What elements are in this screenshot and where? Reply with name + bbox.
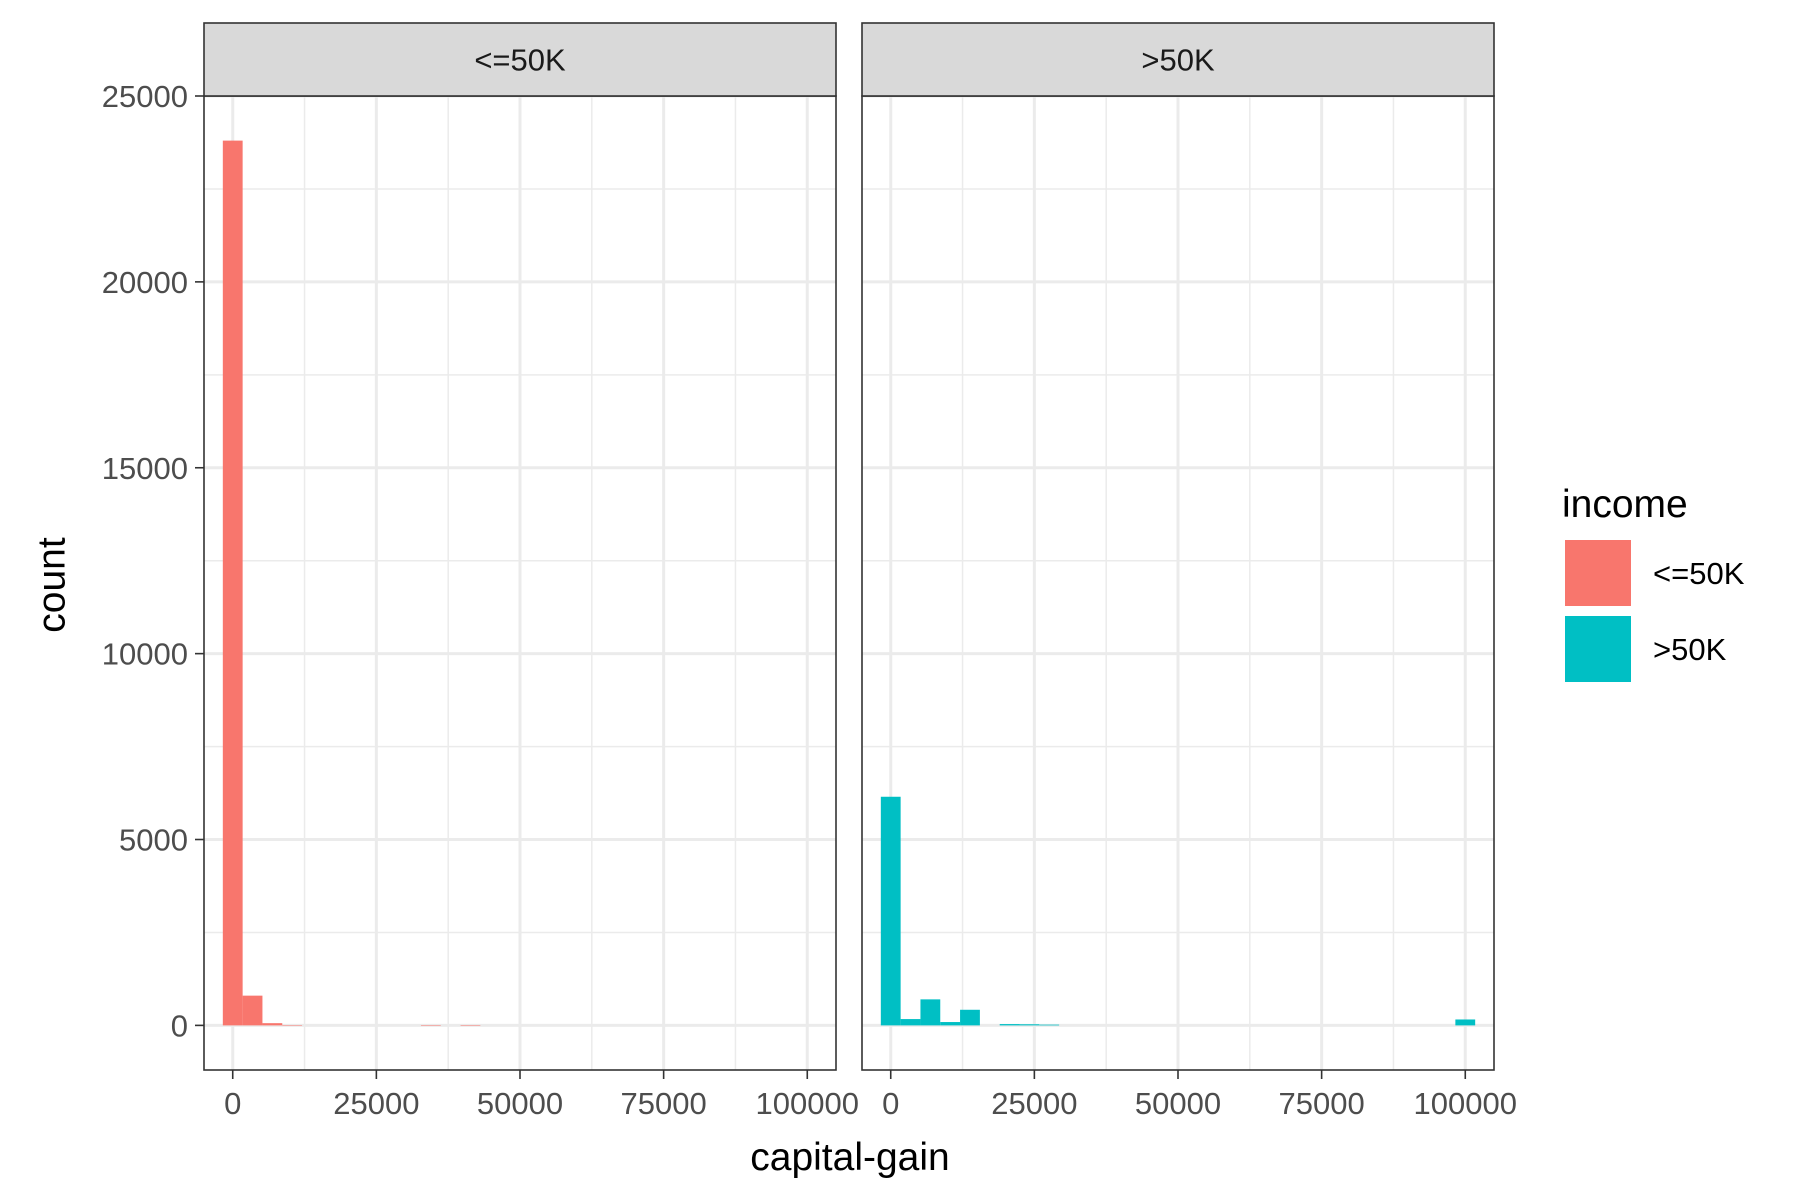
y-tick-label: 25000 — [102, 79, 188, 114]
x-tick-label: 0 — [224, 1086, 241, 1121]
histogram-bar — [920, 999, 941, 1026]
histogram-bar — [460, 1025, 481, 1026]
x-tick-label: 0 — [882, 1086, 899, 1121]
facet-panel: <=50K 0 25000 50000 75000 100000 0 5000 10000 150… — [102, 22, 859, 1121]
histogram-bar — [420, 1025, 441, 1026]
legend: income <=50K >50K — [1562, 483, 1745, 682]
histogram-bar — [242, 995, 263, 1026]
x-axis-title: capital-gain — [750, 1136, 949, 1179]
legend-label: >50K — [1653, 632, 1727, 667]
y-tick-label: 5000 — [119, 823, 188, 858]
histogram-bar — [999, 1024, 1020, 1026]
x-tick-label: 100000 — [756, 1086, 859, 1121]
x-tick-label: 50000 — [477, 1086, 563, 1121]
histogram-bar — [282, 1025, 303, 1026]
facet-strip — [203, 22, 837, 97]
legend-title: income — [1562, 483, 1688, 526]
x-tick-label: 75000 — [621, 1086, 707, 1121]
legend-label: <=50K — [1653, 556, 1745, 591]
x-tick-label: 50000 — [1135, 1086, 1221, 1121]
y-tick-label: 20000 — [102, 265, 188, 300]
histogram-bar — [1019, 1024, 1040, 1026]
histogram-bar — [262, 1023, 283, 1026]
histogram-bar — [960, 1009, 980, 1026]
y-axis-title: count — [30, 537, 73, 633]
facet-strip-label: >50K — [1141, 43, 1215, 78]
facet-panel: >50K 0 25000 50000 75000 100000 — [861, 22, 1517, 1121]
histogram-bar — [940, 1022, 961, 1026]
histogram-bar — [222, 140, 243, 1026]
x-tick-label: 25000 — [991, 1086, 1077, 1121]
x-tick-label: 75000 — [1279, 1086, 1365, 1121]
y-tick-label: 0 — [171, 1008, 188, 1043]
x-tick-label: 25000 — [333, 1086, 419, 1121]
legend-key — [1565, 616, 1631, 682]
histogram-bar — [900, 1019, 921, 1026]
x-tick-label: 100000 — [1414, 1086, 1517, 1121]
histogram-bar — [1039, 1024, 1060, 1026]
facet-panels: <=50K 0 25000 50000 75000 100000 0 5000 10000 150… — [102, 22, 1517, 1121]
histogram-bar — [1455, 1019, 1476, 1026]
y-tick-label: 15000 — [102, 451, 188, 486]
legend-key — [1565, 540, 1631, 606]
facet-strip-label: <=50K — [474, 43, 566, 78]
y-tick-label: 10000 — [102, 637, 188, 672]
histogram-bar — [880, 796, 901, 1026]
facet-strip — [861, 22, 1495, 97]
